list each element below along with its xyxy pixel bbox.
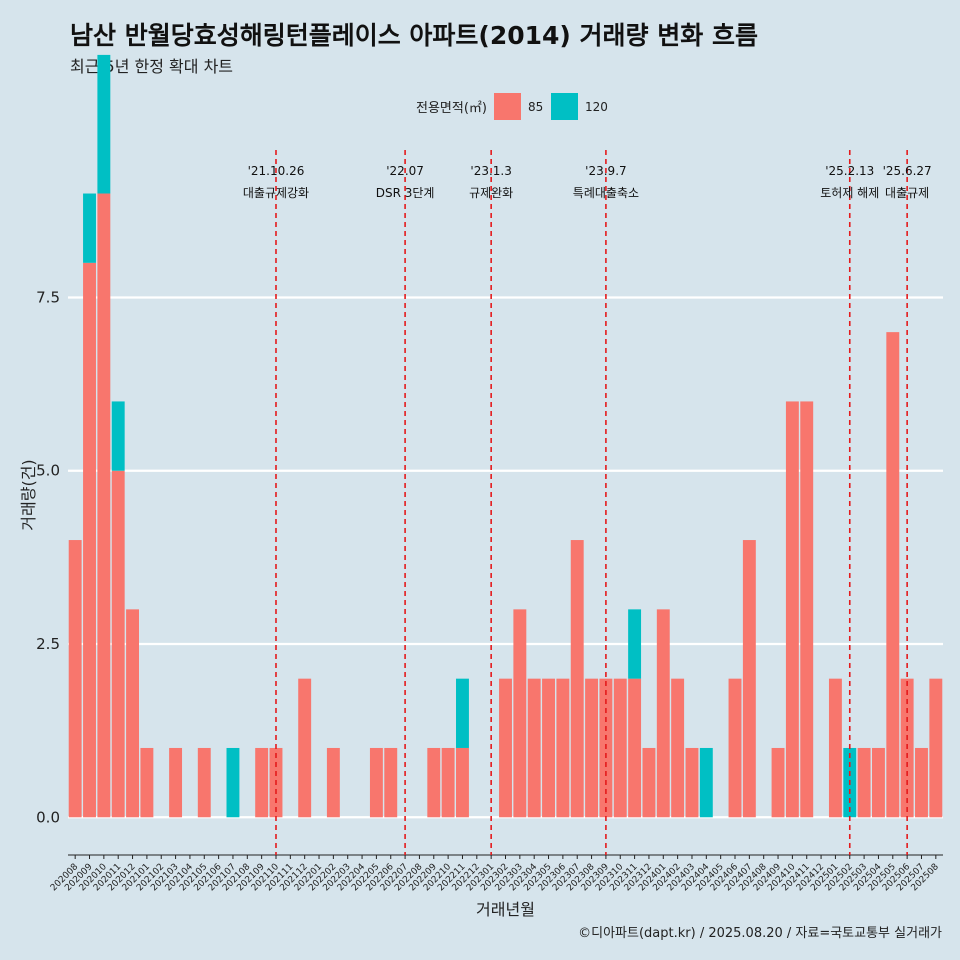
bar-85-202209	[427, 747, 441, 818]
bar-85-202311	[628, 678, 642, 818]
bar-85-202012	[126, 609, 140, 818]
bar-85-202508	[929, 678, 943, 818]
event-date-label: '23.9.7	[585, 164, 626, 178]
bar-85-202101	[140, 747, 154, 818]
bar-85-202302	[499, 678, 512, 818]
bar-120-202107	[226, 747, 240, 818]
bar-120-202009	[83, 193, 96, 263]
legend-label-120: 120	[585, 100, 608, 114]
legend-swatch-85	[494, 93, 521, 120]
bar-85-202410	[785, 401, 799, 818]
bar-85-202307	[570, 540, 584, 818]
event-date-label: '23.1.3	[470, 164, 511, 178]
bar-85-202103	[169, 747, 183, 818]
bar-85-202402	[671, 678, 685, 818]
bar-85-202310	[613, 678, 627, 818]
bar-85-202206	[384, 747, 398, 818]
legend-title: 전용면적(㎡)	[416, 101, 487, 116]
chart-title: 남산 반월당효성해링턴플레이스 아파트(2014) 거래량 변화 흐름	[70, 21, 758, 50]
bar-85-202305	[542, 678, 555, 818]
bar-120-202404	[699, 747, 713, 818]
bar-120-202010	[97, 54, 111, 194]
event-date-label: '25.2.13	[825, 164, 874, 178]
bar-85-202406	[728, 678, 742, 818]
chart-caption: ©디아파트(dapt.kr) / 2025.08.20 / 자료=국토교통부 실…	[578, 926, 942, 941]
event-name-label: DSR 3단계	[376, 186, 435, 200]
bar-85-202507	[915, 747, 928, 818]
bar-85-202009	[83, 262, 96, 818]
event-date-label: '25.6.27	[883, 164, 932, 178]
bar-85-202105	[197, 747, 211, 818]
event-name-label: 대출규제	[885, 186, 929, 200]
bar-85-202008	[68, 540, 82, 818]
bar-120-202011	[111, 401, 125, 471]
bar-85-202403	[685, 747, 699, 818]
bar-85-202411	[800, 401, 814, 818]
bar-85-202409	[771, 747, 785, 818]
bar-85-202303	[513, 609, 527, 818]
bar-85-202306	[556, 678, 570, 818]
event-date-label: '22.07	[386, 164, 424, 178]
bar-85-202505	[886, 332, 900, 818]
legend-label-85: 85	[528, 100, 543, 114]
bar-85-202011	[111, 470, 125, 818]
event-name-label: 대출규제강화	[243, 186, 309, 200]
bar-85-202503	[857, 747, 871, 818]
bar-85-202210	[441, 747, 455, 818]
y-axis-title: 거래량(건)	[19, 459, 38, 530]
bar-120-202311	[628, 609, 642, 679]
legend-swatch-120	[551, 93, 578, 120]
bar-85-202401	[656, 609, 670, 818]
y-tick-label: 2.5	[36, 635, 60, 653]
x-axis-title: 거래년월	[476, 900, 535, 919]
bar-120-202211	[456, 678, 469, 748]
bar-85-202308	[585, 678, 599, 818]
bar-85-202211	[456, 747, 469, 818]
bar-85-202501	[828, 678, 842, 818]
y-tick-label: 7.5	[36, 288, 60, 306]
bar-85-202202	[326, 747, 340, 818]
event-name-label: 토허제 해제	[820, 186, 879, 200]
bar-85-202407	[742, 540, 756, 818]
y-tick-label: 5.0	[36, 462, 60, 480]
event-name-label: 규제완화	[469, 186, 513, 200]
event-date-label: '21.10.26	[248, 164, 305, 178]
bar-85-202010	[97, 193, 111, 818]
event-name-label: 특례대출축소	[573, 186, 639, 200]
bar-85-202109	[255, 747, 269, 818]
bar-85-202205	[369, 747, 383, 818]
bar-85-202504	[871, 747, 885, 818]
bar-85-202312	[642, 747, 656, 818]
bar-85-202112	[298, 678, 312, 818]
bar-85-202304	[527, 678, 541, 818]
y-tick-label: 0.0	[36, 808, 60, 826]
chart-subtitle: 최근 5년 한정 확대 차트	[70, 57, 234, 76]
